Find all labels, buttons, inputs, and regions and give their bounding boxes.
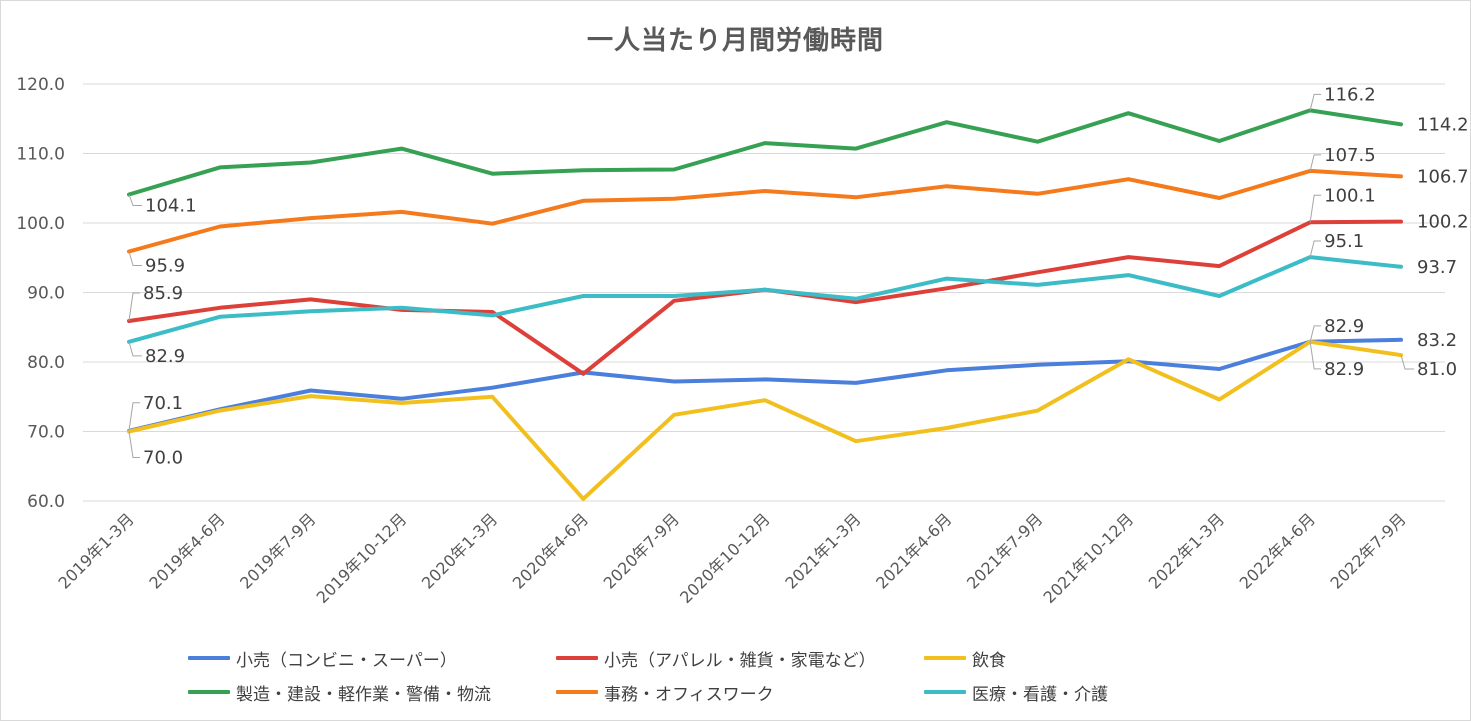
x-tick-label: 2020年1-3月 — [418, 509, 501, 592]
label-leader-line — [128, 251, 142, 266]
x-tick-label: 2019年4-6月 — [145, 509, 228, 592]
data-label: 85.9 — [143, 283, 183, 304]
data-label: 82.9 — [1324, 316, 1364, 337]
data-label: 82.9 — [1324, 359, 1364, 380]
x-tick-label: 2019年7-9月 — [236, 509, 319, 592]
y-tick-label: 70.0 — [27, 423, 65, 443]
legend-item: 小売（コンビニ・スーパー） — [188, 646, 457, 671]
data-label: 82.9 — [145, 346, 185, 367]
data-label: 70.0 — [143, 448, 183, 469]
label-leader-line — [1309, 194, 1322, 223]
legend-item: 飲食 — [924, 646, 1006, 671]
x-tick-label: 2019年10-12月 — [313, 509, 411, 607]
x-tick-label: 2021年7-9月 — [963, 509, 1046, 592]
data-label: 107.5 — [1324, 145, 1376, 166]
chart-title: 一人当たり月間労働時間 — [586, 26, 884, 56]
legend-swatch — [556, 690, 598, 694]
legend-swatch — [924, 656, 966, 660]
x-tick-label: 2021年10-12月 — [1040, 509, 1138, 607]
data-label: 100.1 — [1324, 185, 1376, 206]
data-label: 116.2 — [1324, 84, 1376, 105]
data-label: 104.1 — [145, 196, 197, 217]
y-tick-label: 90.0 — [27, 284, 65, 304]
data-label: 93.7 — [1417, 257, 1457, 278]
data-label: 95.1 — [1324, 231, 1364, 252]
legend-label: 小売（コンビニ・スーパー） — [236, 650, 457, 671]
x-tick-label: 2020年4-6月 — [509, 509, 592, 592]
series-line — [127, 339, 1403, 501]
series-line — [127, 337, 1403, 433]
y-tick-label: 110.0 — [16, 145, 65, 165]
x-tick-label: 2022年4-6月 — [1236, 509, 1319, 592]
x-tick-label: 2021年1-3月 — [781, 509, 864, 592]
legend-swatch — [556, 656, 598, 660]
legend-label: 製造・建設・軽作業・警備・物流 — [236, 684, 491, 705]
legend-item: 製造・建設・軽作業・警備・物流 — [188, 680, 491, 705]
y-tick-label: 120.0 — [16, 75, 65, 95]
label-leader-line — [1309, 325, 1322, 342]
label-leader-line — [1400, 354, 1414, 370]
legend-label: 事務・オフィスワーク — [604, 684, 774, 705]
y-tick-label: 60.0 — [27, 492, 65, 512]
data-label: 95.9 — [145, 255, 185, 276]
data-label: 114.2 — [1417, 114, 1469, 135]
series-line — [127, 255, 1403, 344]
series-line — [127, 108, 1403, 197]
legend-label: 医療・看護・介護 — [972, 684, 1108, 705]
data-label: 83.2 — [1417, 330, 1457, 351]
data-label: 106.7 — [1417, 166, 1469, 187]
label-leader-line — [1309, 240, 1322, 258]
x-tick-label: 2020年7-9月 — [600, 509, 683, 592]
data-label: 100.2 — [1417, 212, 1469, 233]
label-leader-line — [128, 292, 140, 322]
x-tick-label: 2019年1-3月 — [54, 509, 137, 592]
label-leader-line — [128, 402, 140, 431]
series-line — [127, 219, 1403, 376]
legend-item: 医療・看護・介護 — [924, 680, 1108, 705]
legend-label: 小売（アパレル・雑貨・家電など） — [604, 650, 876, 671]
label-leader-line — [128, 431, 140, 458]
x-tick-label: 2022年1-3月 — [1145, 509, 1228, 592]
data-label: 70.1 — [143, 393, 183, 414]
series-line — [127, 168, 1403, 254]
y-tick-label: 80.0 — [27, 353, 65, 373]
label-leader-line — [1309, 154, 1322, 171]
data-label: 81.0 — [1417, 359, 1457, 380]
x-tick-label: 2021年4-6月 — [872, 509, 955, 592]
x-tick-label: 2022年7-9月 — [1326, 509, 1409, 592]
x-tick-label: 2020年10-12月 — [676, 509, 774, 607]
y-tick-label: 100.0 — [16, 214, 65, 234]
legend-swatch — [924, 690, 966, 694]
label-leader-line — [128, 341, 142, 357]
legend-item: 小売（アパレル・雑貨・家電など） — [556, 646, 876, 671]
label-leader-line — [128, 194, 142, 207]
legend-swatch — [188, 656, 230, 660]
label-leader-line — [1309, 93, 1322, 111]
legend-swatch — [188, 690, 230, 694]
legend-label: 飲食 — [972, 650, 1006, 671]
label-leader-line — [1309, 341, 1322, 370]
legend-item: 事務・オフィスワーク — [556, 680, 774, 705]
